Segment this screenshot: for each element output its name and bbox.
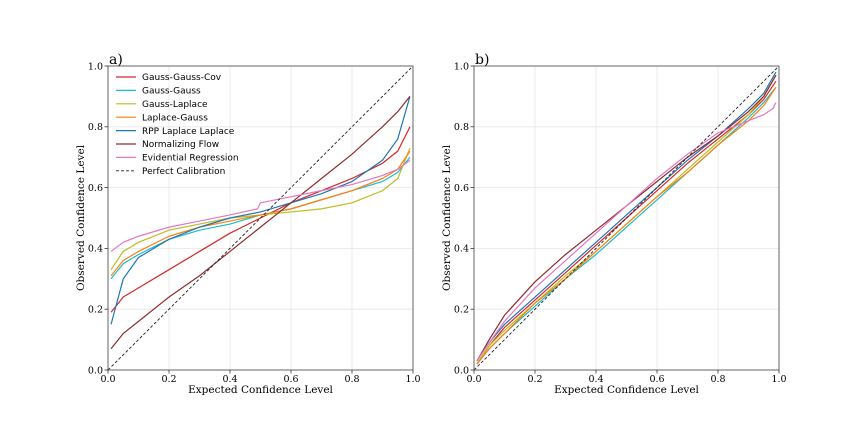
series-line-evidential-regression (110, 159, 411, 252)
y-tick-label: 0.4 (88, 244, 103, 255)
x-tick-label: 0.8 (344, 374, 359, 385)
x-tick-label: 0.6 (283, 374, 298, 385)
y-tick-label: 0.2 (88, 305, 103, 316)
x-tick-label: 1.0 (771, 374, 786, 385)
legend: Gauss-Gauss-Cov Gauss-Gauss Gauss-Laplace L… (116, 73, 239, 177)
panel-label: a) (109, 52, 123, 68)
x-tick-label: 0.2 (161, 374, 176, 385)
chart-panel-a: 0.0 0.2 0.4 0.6 0.8 1.0 0.0 0.2 0.4 0.6 0.8 1.0 Expe… (75, 52, 421, 396)
panel-label: b) (475, 52, 489, 68)
legend-entry: Laplace-Gauss (142, 113, 208, 123)
x-tick-label: 0.8 (710, 374, 725, 385)
y-axis-label: Observed Confidence Level (75, 144, 87, 291)
x-axis-label: Expected Confidence Level (188, 384, 333, 396)
y-tick-label: 0.2 (454, 305, 469, 316)
y-tick-label: 0.8 (88, 122, 103, 133)
legend-entry: Perfect Calibration (142, 167, 225, 177)
legend-entry: Normalizing Flow (142, 140, 219, 150)
series-line-laplace-gauss (110, 150, 411, 277)
legend-entry: RPP Laplace Laplace (142, 127, 235, 137)
chart-panel-b: 0.0 0.2 0.4 0.6 0.8 1.0 0.0 0.2 0.4 0.6 0.8 1.0 Expe… (441, 52, 787, 396)
y-tick-label: 0.6 (454, 183, 469, 194)
y-tick-label: 0.6 (88, 183, 103, 194)
y-tick-label: 0.4 (454, 244, 469, 255)
legend-entry: Gauss-Gauss (142, 87, 201, 97)
x-tick-label: 0.0 (466, 374, 481, 385)
x-tick-label: 0.6 (649, 374, 664, 385)
x-tick-label: 1.0 (405, 374, 420, 385)
series-line-perfect-calibration (108, 66, 413, 370)
y-tick-label: 0.0 (88, 365, 103, 376)
series-line-rpp-laplace-laplace (476, 71, 777, 362)
plot-frame (107, 65, 414, 371)
x-axis-label: Expected Confidence Level (554, 384, 699, 396)
series-line-rpp-laplace-laplace (110, 96, 411, 325)
plot-frame (473, 65, 780, 371)
x-tick-label: 0.4 (588, 374, 603, 385)
series-line-evidential-regression (476, 102, 777, 362)
y-axis-label: Observed Confidence Level (441, 144, 453, 291)
series-line-perfect-calibration (474, 66, 779, 370)
legend-entry: Evidential Regression (142, 154, 239, 164)
y-tick-label: 1.0 (454, 61, 469, 72)
x-tick-label: 0.2 (527, 374, 542, 385)
x-tick-label: 0.0 (100, 374, 115, 385)
y-tick-label: 0.0 (454, 365, 469, 376)
y-tick-label: 0.8 (454, 122, 469, 133)
series-line-gauss-laplace (476, 74, 777, 365)
legend-entry: Gauss-Laplace (142, 100, 208, 110)
y-tick-label: 1.0 (88, 61, 103, 72)
series-line-normalizing-flow (110, 96, 411, 350)
legend-entry: Gauss-Gauss-Cov (142, 73, 222, 83)
x-tick-label: 0.4 (222, 374, 237, 385)
